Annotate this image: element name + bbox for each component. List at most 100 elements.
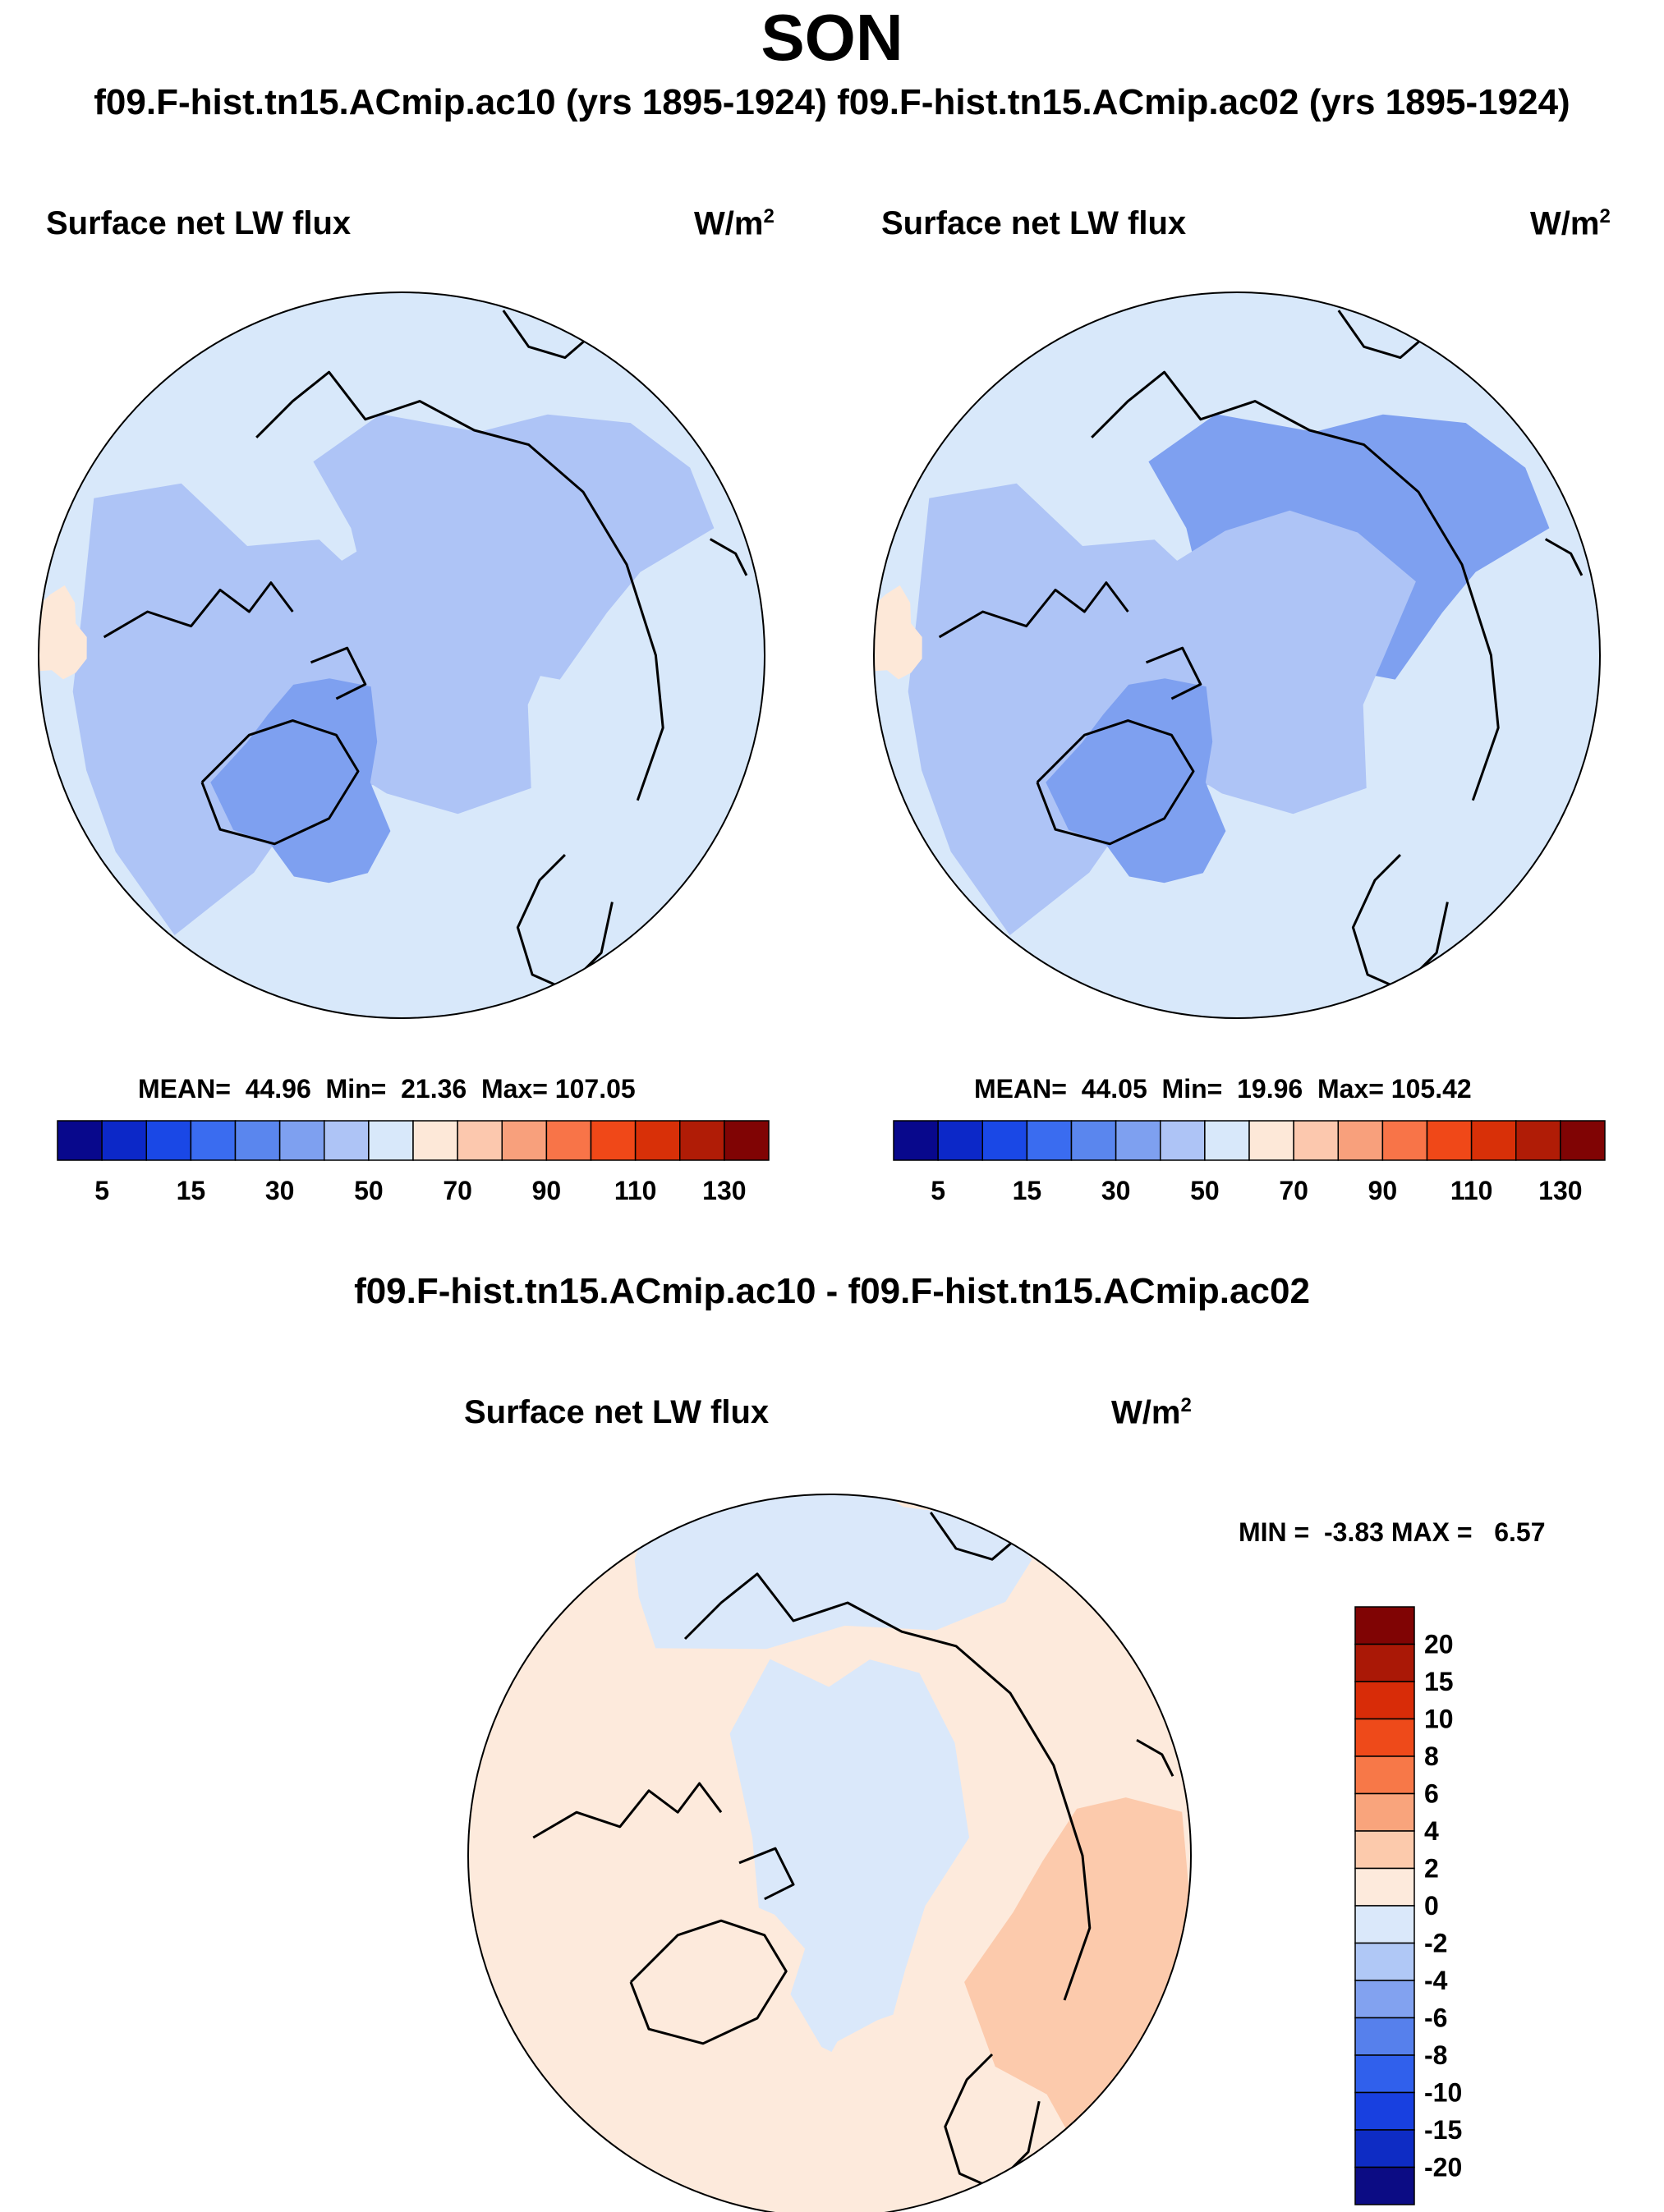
colorbar-tick-label: 10 bbox=[1424, 1705, 1454, 1734]
colorbar-box bbox=[1337, 1120, 1384, 1161]
colorbar-box bbox=[324, 1120, 370, 1161]
region-greenland bbox=[629, 1899, 806, 2111]
colorbar-tick-label: 20 bbox=[1424, 1630, 1454, 1659]
colorbar-box bbox=[1354, 1830, 1415, 1870]
colorbar-box bbox=[1354, 2054, 1415, 2094]
colorbar-tick-label: -2 bbox=[1424, 1929, 1447, 1958]
colorbar-box bbox=[1354, 1643, 1415, 1682]
map-panel-1 bbox=[38, 291, 765, 1019]
colorbar-box bbox=[501, 1120, 548, 1161]
colorbar-box bbox=[234, 1120, 281, 1161]
map-panel-3 bbox=[467, 1494, 1192, 2212]
coastline-5 bbox=[502, 310, 591, 360]
colorbar-box bbox=[1293, 1120, 1339, 1161]
colorbar-box bbox=[1354, 2091, 1415, 2131]
panel1-title: Surface net LW flux bbox=[46, 205, 352, 241]
colorbar-box bbox=[412, 1120, 458, 1161]
colorbar-box bbox=[1381, 1120, 1428, 1161]
coastline-3 bbox=[1351, 854, 1449, 991]
colorbar-tick-label: 70 bbox=[1279, 1176, 1308, 1205]
panel3-stats: MIN = -3.83 MAX = 6.57 bbox=[1239, 1517, 1546, 1547]
colorbar-tick-label: 5 bbox=[94, 1176, 109, 1205]
colorbar-tick-label: -20 bbox=[1424, 2153, 1462, 2182]
colorbar-box bbox=[981, 1120, 1028, 1161]
colorbar-box bbox=[1026, 1120, 1073, 1161]
colorbar-box bbox=[1470, 1120, 1517, 1161]
colorbar-tick-label: 30 bbox=[265, 1176, 295, 1205]
colorbar-tick-label: -4 bbox=[1424, 1966, 1448, 1995]
colorbar-box bbox=[368, 1120, 414, 1161]
colorbar-tick-label: 15 bbox=[177, 1176, 206, 1205]
colorbar-box bbox=[937, 1120, 983, 1161]
colorbar-tick-label: -15 bbox=[1424, 2115, 1462, 2145]
panel1-stats: MEAN= 44.96 Min= 21.36 Max= 107.05 bbox=[138, 1074, 636, 1104]
colorbar-panel-1: 5 15 30 50 70 90 110 130 bbox=[57, 1120, 770, 1205]
panel3-units: W/m2 bbox=[1111, 1394, 1192, 1431]
colorbar-box bbox=[724, 1120, 770, 1161]
colorbar-tick-label: 50 bbox=[354, 1176, 384, 1205]
colorbar-tick-label: 0 bbox=[1424, 1891, 1439, 1921]
colorbar-tick-label: -8 bbox=[1424, 2040, 1447, 2070]
colorbar-tick-label: 50 bbox=[1190, 1176, 1220, 1205]
colorbar-tick-label: 90 bbox=[1368, 1176, 1398, 1205]
colorbar-box bbox=[1115, 1120, 1161, 1161]
map-panel-2 bbox=[873, 291, 1601, 1019]
colorbar-box bbox=[1354, 2017, 1415, 2056]
map-field bbox=[39, 292, 765, 1018]
colorbar-box bbox=[1354, 1867, 1415, 1907]
panel2-units: W/m2 bbox=[1530, 205, 1611, 242]
coastline-7 bbox=[1544, 538, 1584, 576]
region-north_america bbox=[500, 1666, 790, 2117]
colorbar-box bbox=[57, 1120, 103, 1161]
region-north_atlantic bbox=[777, 2001, 1014, 2196]
colorbar-tick-label: 6 bbox=[1424, 1779, 1439, 1809]
colorbar-tick-label: 5 bbox=[931, 1176, 945, 1205]
figure-subtitle: f09.F-hist.tn15.ACmip.ac10 (yrs 1895-192… bbox=[94, 82, 1570, 122]
coastline-3 bbox=[944, 2053, 1041, 2190]
colorbar-tick-label: 15 bbox=[1013, 1176, 1042, 1205]
region-greenland bbox=[1046, 678, 1226, 883]
panel2-title: Surface net LW flux bbox=[881, 205, 1187, 241]
colorbar-box bbox=[1354, 1606, 1415, 1645]
colorbar-tick-label: 130 bbox=[1538, 1176, 1582, 1205]
colorbar-tick-label: 110 bbox=[1450, 1176, 1493, 1205]
colorbar-box bbox=[1354, 1905, 1415, 1944]
region-greenland bbox=[210, 678, 391, 883]
colorbar-tick-label: -10 bbox=[1424, 2078, 1462, 2108]
colorbar-tick-label: 130 bbox=[702, 1176, 746, 1205]
map-field bbox=[874, 292, 1600, 1018]
colorbar-box bbox=[1354, 1942, 1415, 1981]
coastline-1 bbox=[938, 581, 1129, 639]
colorbar-tick-label: 4 bbox=[1424, 1816, 1439, 1846]
coastline-5 bbox=[1337, 310, 1427, 360]
colorbar-box bbox=[1354, 2129, 1415, 2168]
colorbar-box bbox=[1204, 1120, 1250, 1161]
colorbar-panel-2: 5 15 30 50 70 90 110 130 bbox=[893, 1120, 1606, 1205]
colorbar-box bbox=[634, 1120, 681, 1161]
coastline-7 bbox=[709, 538, 748, 576]
coastline-5 bbox=[929, 1512, 1018, 1561]
colorbar-box bbox=[190, 1120, 237, 1161]
colorbar-box bbox=[1354, 1980, 1415, 2019]
colorbar-box bbox=[1354, 1718, 1415, 1757]
colorbar-box bbox=[457, 1120, 503, 1161]
colorbar-box bbox=[1426, 1120, 1473, 1161]
colorbar-tick-label: 8 bbox=[1424, 1742, 1439, 1771]
colorbar-tick-label: 70 bbox=[443, 1176, 472, 1205]
colorbar-box bbox=[278, 1120, 325, 1161]
colorbar-box bbox=[1354, 2166, 1415, 2205]
colorbar-tick-label: 2 bbox=[1424, 1854, 1439, 1884]
coastline-7 bbox=[1136, 1738, 1174, 1777]
coastline-1 bbox=[103, 581, 294, 639]
coastline-4 bbox=[255, 370, 664, 801]
coastline-2 bbox=[1036, 719, 1195, 846]
coastline-4 bbox=[1091, 370, 1500, 801]
colorbar-tick-label: 90 bbox=[532, 1176, 562, 1205]
colorbar-box bbox=[1160, 1120, 1206, 1161]
colorbar-box bbox=[1560, 1120, 1606, 1161]
colorbar-box bbox=[545, 1120, 592, 1161]
map-border bbox=[38, 291, 765, 1019]
colorbar-tick-label: 110 bbox=[614, 1176, 657, 1205]
